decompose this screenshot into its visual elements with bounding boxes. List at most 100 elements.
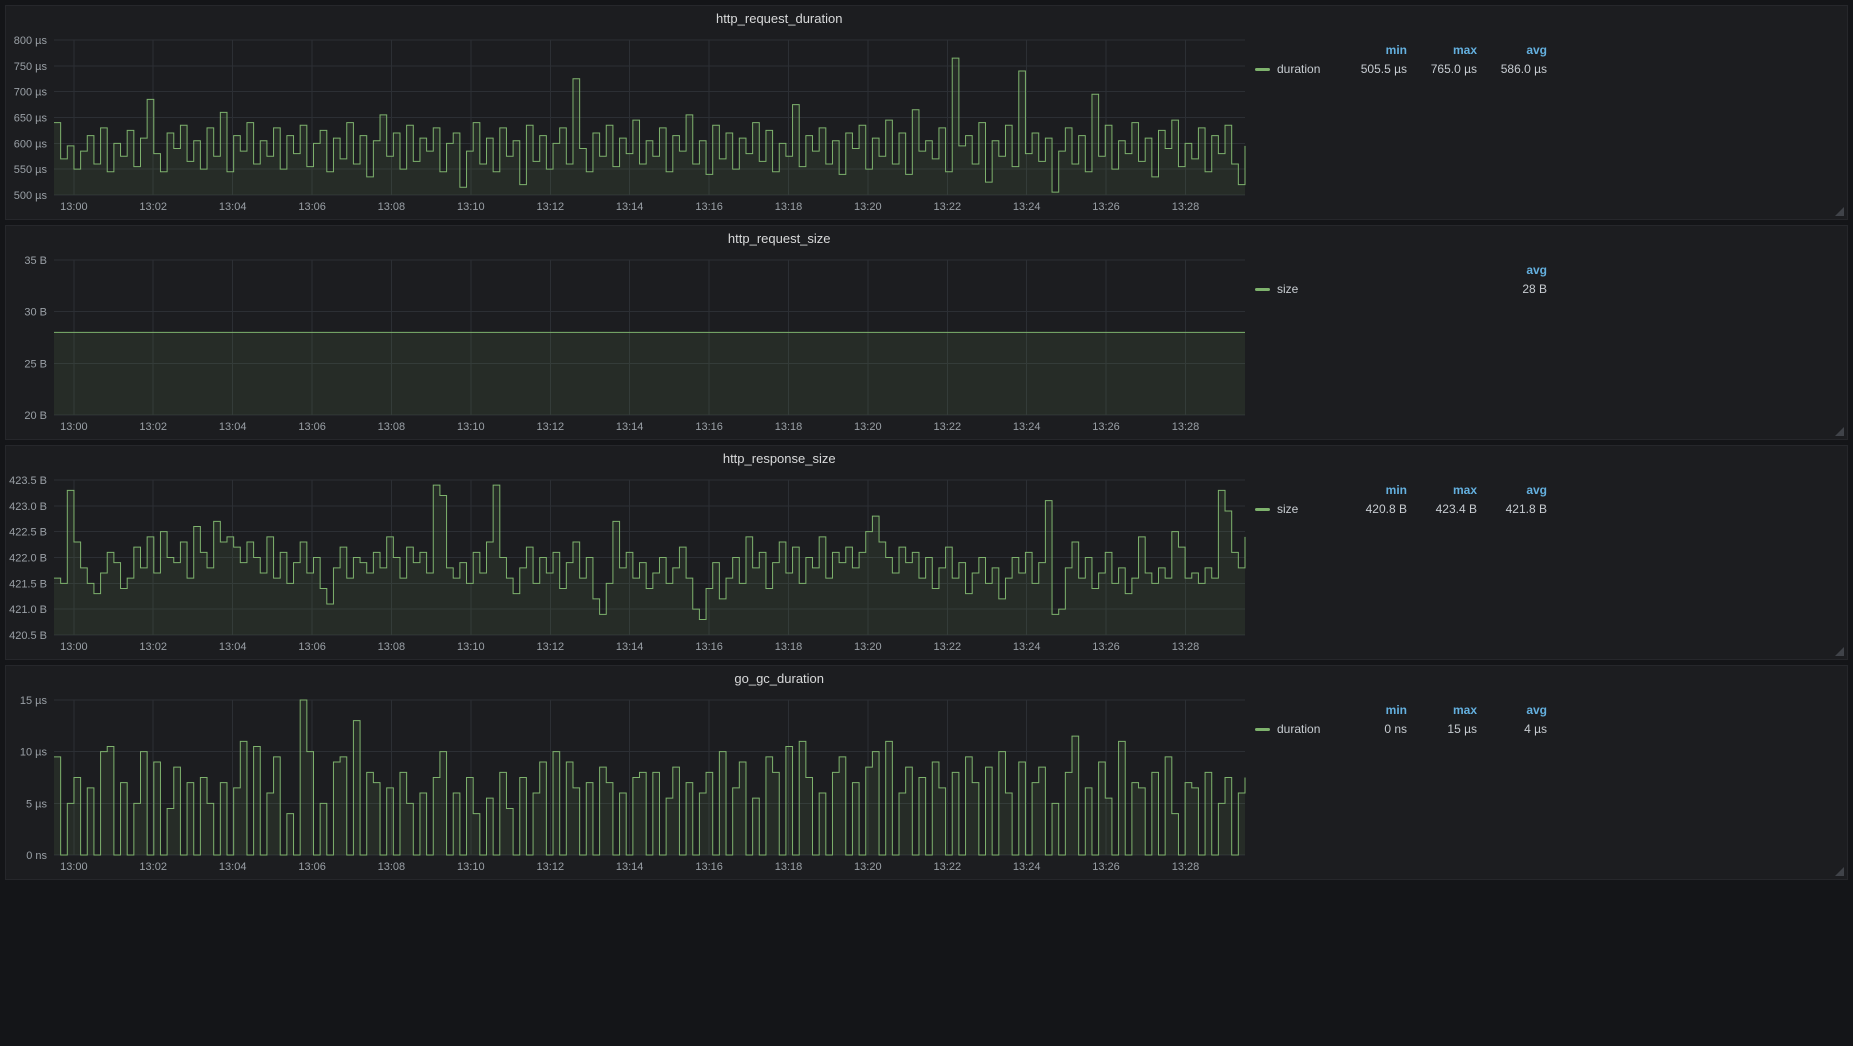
legend-stat-header[interactable]: min (1385, 703, 1407, 717)
x-tick-label: 13:26 (1092, 641, 1120, 653)
x-tick-label: 13:16 (695, 641, 723, 653)
x-tick-label: 13:24 (1013, 201, 1041, 213)
chart-plot-area[interactable]: 800 µs 750 µs 700 µs 650 µs 600 µs 550 µs 500 … (6, 32, 1255, 215)
series-line (54, 484, 1246, 620)
y-tick-label: 25 B (24, 358, 47, 370)
x-tick-label: 13:12 (537, 201, 565, 213)
x-tick-label: 13:12 (537, 421, 565, 433)
panel-legend: avg size 28 B (1255, 252, 1547, 435)
x-tick-label: 13:18 (775, 641, 803, 653)
x-tick-label: 13:06 (298, 201, 326, 213)
x-tick-label: 13:08 (378, 861, 406, 873)
legend-stat-header[interactable]: max (1452, 483, 1477, 497)
y-tick-label: 0 ns (26, 850, 47, 862)
y-tick-label: 420.5 B (9, 630, 47, 642)
x-tick-label: 13:00 (60, 201, 88, 213)
legend-stat-header[interactable]: avg (1526, 43, 1547, 57)
legend-stat-header[interactable]: max (1452, 43, 1477, 57)
panel-title[interactable]: http_request_size (727, 231, 831, 246)
x-tick-label: 13:18 (775, 421, 803, 433)
x-tick-label: 13:16 (695, 421, 723, 433)
x-tick-label: 13:18 (775, 201, 803, 213)
legend-stat-header[interactable]: min (1385, 43, 1407, 57)
x-tick-label: 13:14 (616, 861, 644, 873)
plot-container: 15 µs 10 µs 5 µs 0 ns 13:00 13:02 13:04 13:06 13… (6, 692, 1255, 875)
x-tick-label: 13:22 (934, 641, 962, 653)
panel-legend: min max avg duration 505.5 µs 765.0 µs 586.0 µ… (1255, 32, 1547, 215)
legend-series[interactable]: duration (1255, 61, 1337, 78)
legend-stat-value: 423.4 B (1435, 502, 1477, 516)
panel-resize-handle[interactable] (1835, 867, 1844, 876)
panel-legend: min max avg duration 0 ns 15 µs 4 µs (1255, 692, 1547, 875)
x-tick-label: 13:10 (457, 421, 485, 433)
chart-plot-area[interactable]: 15 µs 10 µs 5 µs 0 ns 13:00 13:02 13:04 13:06 13… (6, 692, 1255, 875)
legend-series-name: duration (1277, 722, 1321, 736)
x-tick-label: 13:08 (378, 421, 406, 433)
chart-plot-area[interactable]: 35 B 30 B 25 B 20 B 13:00 13:02 13:04 13:06 13:0… (6, 252, 1255, 435)
x-tick-label: 13:20 (854, 201, 882, 213)
x-tick-label: 13:16 (695, 861, 723, 873)
panel-body: 35 B 30 B 25 B 20 B 13:00 13:02 13:04 13:06 13:0… (6, 252, 1847, 435)
x-tick-label: 13:12 (537, 641, 565, 653)
legend-series[interactable]: size (1255, 281, 1477, 298)
panel-resize-handle[interactable] (1835, 647, 1844, 656)
panel-title[interactable]: http_request_duration (715, 11, 843, 26)
x-tick-label: 13:26 (1092, 861, 1120, 873)
legend-stat-value: 28 B (1522, 282, 1547, 296)
series-line-icon (1255, 728, 1270, 731)
y-tick-label: 421.0 B (9, 604, 47, 616)
x-tick-label: 13:04 (219, 861, 247, 873)
legend-series[interactable]: duration (1255, 721, 1337, 738)
x-tick-label: 13:04 (219, 641, 247, 653)
legend-series-name: size (1277, 502, 1299, 516)
series-line (54, 57, 1246, 193)
y-tick-label: 423.0 B (9, 501, 47, 513)
panel-body: 423.5 B 423.0 B 422.5 B 422.0 B 421.5 B 421.0… (6, 472, 1847, 655)
panel-legend: min max avg size 420.8 B 423.4 B 421.8 B (1255, 472, 1547, 655)
x-tick-label: 13:22 (934, 421, 962, 433)
chart-plot-area[interactable]: 423.5 B 423.0 B 422.5 B 422.0 B 421.5 B 421.0… (6, 472, 1255, 655)
x-tick-label: 13:00 (60, 641, 88, 653)
legend-stat-header[interactable]: avg (1526, 483, 1547, 497)
legend-stat-header[interactable]: avg (1526, 263, 1547, 277)
legend-series-name: size (1277, 282, 1299, 296)
x-tick-label: 13:06 (298, 861, 326, 873)
x-tick-label: 13:24 (1013, 861, 1041, 873)
panel-http-request-duration: http_request_duration 800 µs 750 µs 700 µs 6… (5, 5, 1848, 220)
legend-stat-header[interactable]: avg (1526, 703, 1547, 717)
panel-resize-handle[interactable] (1835, 207, 1844, 216)
legend-stat-header[interactable]: max (1452, 703, 1477, 717)
x-tick-label: 13:14 (616, 421, 644, 433)
x-tick-label: 13:18 (775, 861, 803, 873)
panel-title[interactable]: go_gc_duration (734, 671, 825, 686)
panel-title[interactable]: http_response_size (722, 451, 836, 466)
legend-series[interactable]: size (1255, 501, 1337, 518)
y-tick-label: 500 µs (14, 190, 48, 202)
plot-container: 35 B 30 B 25 B 20 B 13:00 13:02 13:04 13:06 13:0… (6, 252, 1255, 435)
x-tick-label: 13:06 (298, 421, 326, 433)
legend-stat-value: 420.8 B (1365, 502, 1407, 516)
legend-stat-value: 4 µs (1524, 722, 1547, 736)
x-tick-label: 13:26 (1092, 421, 1120, 433)
series-fill (54, 332, 1245, 415)
plot-container: 423.5 B 423.0 B 422.5 B 422.0 B 421.5 B 421.0… (6, 472, 1255, 655)
x-tick-label: 13:04 (219, 201, 247, 213)
x-tick-label: 13:08 (378, 641, 406, 653)
y-tick-label: 800 µs (14, 35, 48, 47)
series-line-icon (1255, 68, 1270, 71)
panel-resize-handle[interactable] (1835, 427, 1844, 436)
series-fill (54, 700, 1245, 855)
y-tick-label: 10 µs (20, 747, 48, 759)
legend-stat-value: 15 µs (1447, 722, 1477, 736)
y-tick-label: 35 B (24, 255, 47, 267)
legend-stat-value: 505.5 µs (1360, 62, 1407, 76)
x-tick-label: 13:00 (60, 421, 88, 433)
x-tick-label: 13:28 (1172, 421, 1200, 433)
x-tick-label: 13:10 (457, 861, 485, 873)
x-tick-label: 13:12 (537, 861, 565, 873)
legend-stat-header[interactable]: min (1385, 483, 1407, 497)
series-line (54, 699, 1246, 856)
x-tick-label: 13:28 (1172, 641, 1200, 653)
x-tick-label: 13:22 (934, 861, 962, 873)
dashboard: http_request_duration 800 µs 750 µs 700 µs 6… (5, 5, 1848, 880)
